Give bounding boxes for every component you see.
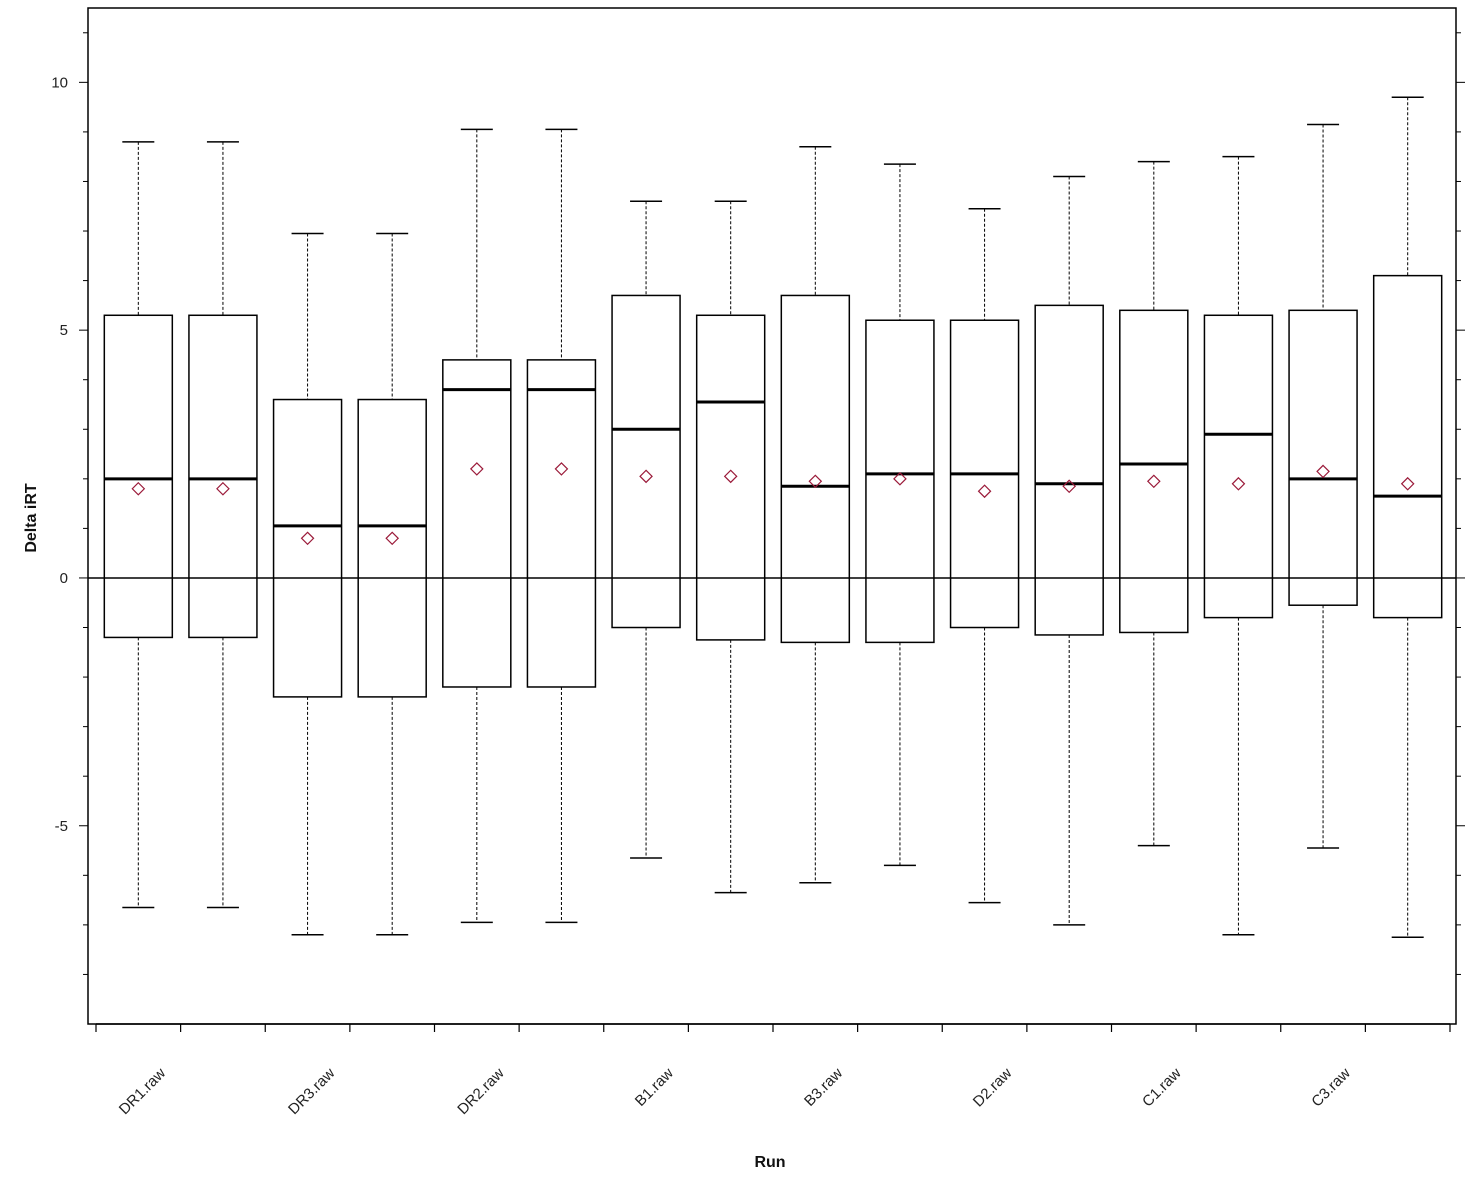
- mean-marker: [723, 469, 738, 484]
- mean-marker: [1231, 476, 1246, 491]
- box-iqr: [1288, 309, 1358, 606]
- box-group: [103, 141, 174, 909]
- y-tick-label: 10: [51, 74, 68, 91]
- mean-marker: [216, 481, 230, 496]
- x-tick-label: DR2.raw: [454, 1065, 507, 1118]
- mean-marker: [639, 469, 653, 484]
- box-group: [949, 207, 1020, 904]
- box-series: [103, 96, 1443, 939]
- box-iqr: [103, 314, 174, 639]
- mean-marker: [893, 471, 907, 486]
- box-group: [357, 232, 427, 936]
- box-iqr: [1034, 304, 1104, 636]
- box-iqr: [442, 359, 512, 688]
- mean-marker: [1146, 474, 1161, 489]
- box-group: [442, 128, 512, 924]
- x-tick-label: B1.raw: [632, 1065, 677, 1110]
- x-tick-label: C3.raw: [1308, 1065, 1354, 1111]
- box-iqr: [357, 398, 427, 698]
- box-iqr: [695, 314, 766, 641]
- y-axis-title: Delta iRT: [23, 483, 40, 553]
- y-tick-label: 0: [60, 570, 68, 587]
- x-axis: DR1.raw DR3.raw DR2.raw B1.raw B3.raw D2.raw C…: [95, 1023, 1451, 1118]
- plot-area-frame: [87, 7, 1457, 1025]
- box-group: [611, 200, 681, 859]
- box-group: [272, 232, 343, 936]
- box-iqr: [188, 314, 258, 639]
- mean-marker: [977, 484, 992, 499]
- x-tick-label: B3.raw: [801, 1065, 846, 1110]
- mean-marker: [554, 462, 569, 476]
- mean-marker: [1400, 476, 1415, 491]
- mean-marker: [131, 481, 146, 496]
- mean-marker: [1316, 464, 1330, 479]
- y-tick-label: -5: [55, 818, 68, 835]
- y-axis: -5 0 5 10: [51, 32, 1465, 975]
- x-tick-label: D2.raw: [970, 1065, 1016, 1111]
- box-group: [1288, 123, 1358, 849]
- x-axis-title: Run: [754, 1154, 785, 1171]
- x-tick-label: DR1.raw: [116, 1065, 169, 1118]
- box-iqr: [611, 294, 681, 629]
- box-iqr: [1119, 309, 1189, 634]
- mean-marker: [300, 531, 315, 546]
- mean-marker: [808, 474, 823, 489]
- mean-marker: [385, 531, 400, 546]
- x-tick-label: C1.raw: [1139, 1065, 1185, 1111]
- box-group: [1034, 175, 1104, 926]
- box-group: [1372, 96, 1443, 939]
- box-group: [780, 146, 851, 884]
- x-tick-label: DR3.raw: [285, 1065, 338, 1118]
- box-group: [1203, 155, 1274, 936]
- box-group: [865, 163, 935, 867]
- mean-marker: [469, 462, 484, 476]
- box-iqr: [865, 319, 935, 644]
- box-iqr: [1372, 274, 1443, 619]
- box-iqr: [272, 398, 343, 698]
- box-group: [1119, 160, 1189, 847]
- box-group: [526, 128, 597, 924]
- box-group: [695, 200, 766, 894]
- mean-marker: [1062, 479, 1077, 494]
- box-iqr: [1203, 314, 1274, 619]
- box-iqr: [780, 294, 851, 644]
- box-iqr: [526, 359, 597, 688]
- y-tick-label: 5: [60, 322, 68, 339]
- box-group: [188, 141, 258, 909]
